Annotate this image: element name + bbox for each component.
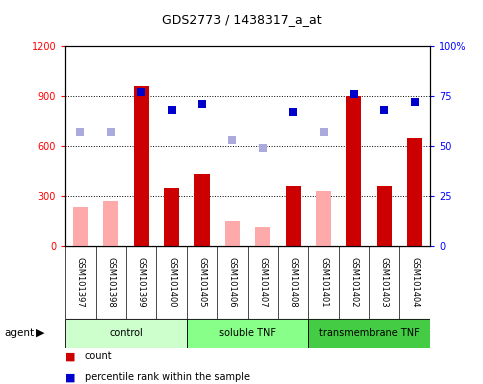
Text: GSM101408: GSM101408 bbox=[289, 257, 298, 308]
Text: percentile rank within the sample: percentile rank within the sample bbox=[85, 372, 250, 382]
Text: ■: ■ bbox=[65, 351, 76, 361]
Text: GSM101399: GSM101399 bbox=[137, 257, 146, 308]
Text: GSM101400: GSM101400 bbox=[167, 257, 176, 308]
Bar bbox=[308, 319, 430, 348]
Text: GSM101404: GSM101404 bbox=[410, 257, 419, 308]
Bar bbox=[164, 187, 179, 246]
Bar bbox=[103, 201, 118, 246]
Text: GSM101402: GSM101402 bbox=[349, 257, 358, 308]
Text: GSM101398: GSM101398 bbox=[106, 257, 115, 308]
Bar bbox=[346, 96, 361, 246]
Bar bbox=[377, 186, 392, 246]
Text: ▶: ▶ bbox=[36, 328, 45, 338]
Bar bbox=[73, 207, 88, 246]
Bar bbox=[407, 137, 422, 246]
Bar bbox=[134, 86, 149, 246]
Text: count: count bbox=[85, 351, 112, 361]
Bar bbox=[316, 191, 331, 246]
Text: agent: agent bbox=[5, 328, 35, 338]
Bar bbox=[255, 227, 270, 246]
Text: GSM101407: GSM101407 bbox=[258, 257, 267, 308]
Bar bbox=[65, 319, 187, 348]
Text: transmembrane TNF: transmembrane TNF bbox=[319, 328, 419, 338]
Bar bbox=[285, 186, 301, 246]
Text: GSM101406: GSM101406 bbox=[228, 257, 237, 308]
Bar bbox=[194, 174, 210, 246]
Text: soluble TNF: soluble TNF bbox=[219, 328, 276, 338]
Text: GSM101403: GSM101403 bbox=[380, 257, 389, 308]
Text: GSM101397: GSM101397 bbox=[76, 257, 85, 308]
Text: GDS2773 / 1438317_a_at: GDS2773 / 1438317_a_at bbox=[162, 13, 321, 26]
Text: ■: ■ bbox=[65, 372, 76, 382]
Text: control: control bbox=[109, 328, 143, 338]
Bar bbox=[225, 221, 240, 246]
Bar bbox=[187, 319, 308, 348]
Text: GSM101401: GSM101401 bbox=[319, 257, 328, 308]
Text: GSM101405: GSM101405 bbox=[198, 257, 206, 308]
